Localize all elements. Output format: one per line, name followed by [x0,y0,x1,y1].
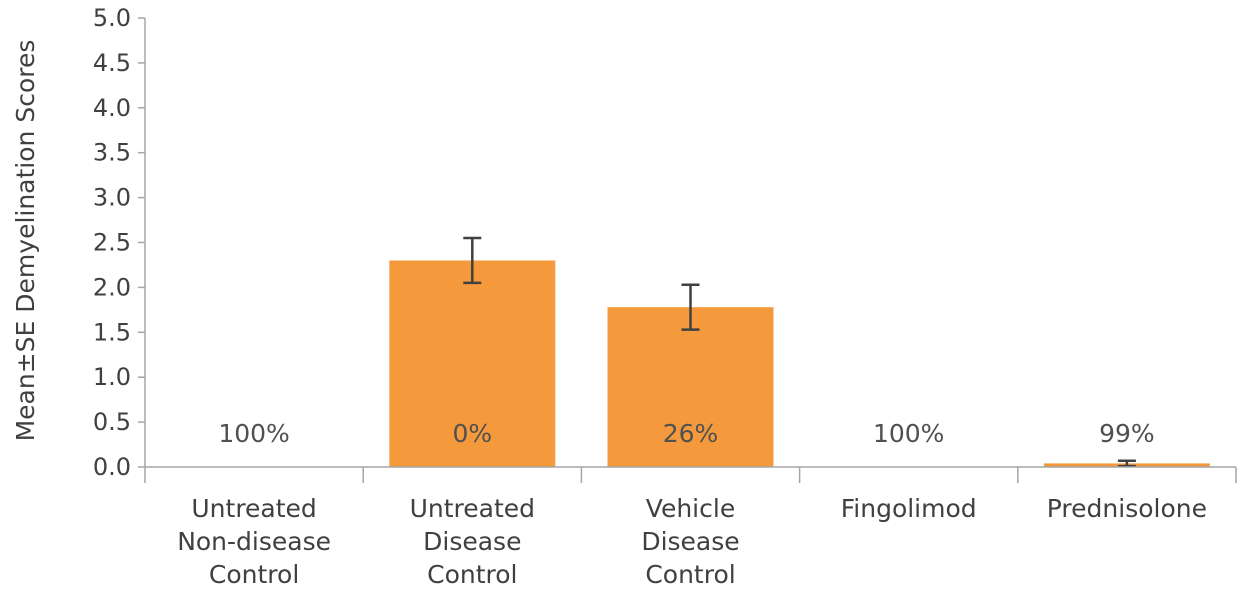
y-tick-label: 4.0 [93,94,131,122]
bar-data-label: 99% [1099,419,1155,448]
x-category-label-line: Untreated [410,494,535,523]
bar-data-label: 26% [663,419,719,448]
y-tick-label: 5.0 [93,4,131,32]
x-category-label-line: Control [427,560,517,589]
bar-data-label: 100% [218,419,289,448]
y-tick-label: 3.5 [93,139,131,167]
y-tick-label: 0.0 [93,453,131,481]
x-category-label-line: Untreated [191,494,316,523]
y-tick-label: 2.0 [93,273,131,301]
bar-data-label: 0% [452,419,492,448]
x-category-label: Vehicle Disease Control [641,494,739,589]
y-tick-label: 4.5 [93,49,131,77]
x-category-label: Prednisolone [1047,494,1207,523]
x-category-label-line: Control [209,560,299,589]
x-category-label: Untreated Disease Control [410,494,535,589]
x-category-label-line: Non-disease [177,527,331,556]
x-category-label-line: Disease [641,527,739,556]
y-axis-title: Mean±SE Demyelination Scores [11,40,40,442]
x-category-label-line: Disease [423,527,521,556]
x-category-label-line: Fingolimod [841,494,977,523]
y-tick-label: 3.0 [93,184,131,212]
y-tick-label: 0.5 [93,408,131,436]
bar [607,307,774,467]
y-tick-label: 1.5 [93,318,131,346]
bar [389,260,556,467]
bar-data-label: 100% [873,419,944,448]
x-category-label-line: Control [645,560,735,589]
x-category-label-line: Vehicle [646,494,735,523]
x-category-label: Untreated Non-disease Control [177,494,331,589]
x-category-label: Fingolimod [841,494,977,523]
y-tick-label: 2.5 [93,229,131,257]
y-tick-label: 1.0 [93,363,131,391]
x-category-label-line: Prednisolone [1047,494,1207,523]
